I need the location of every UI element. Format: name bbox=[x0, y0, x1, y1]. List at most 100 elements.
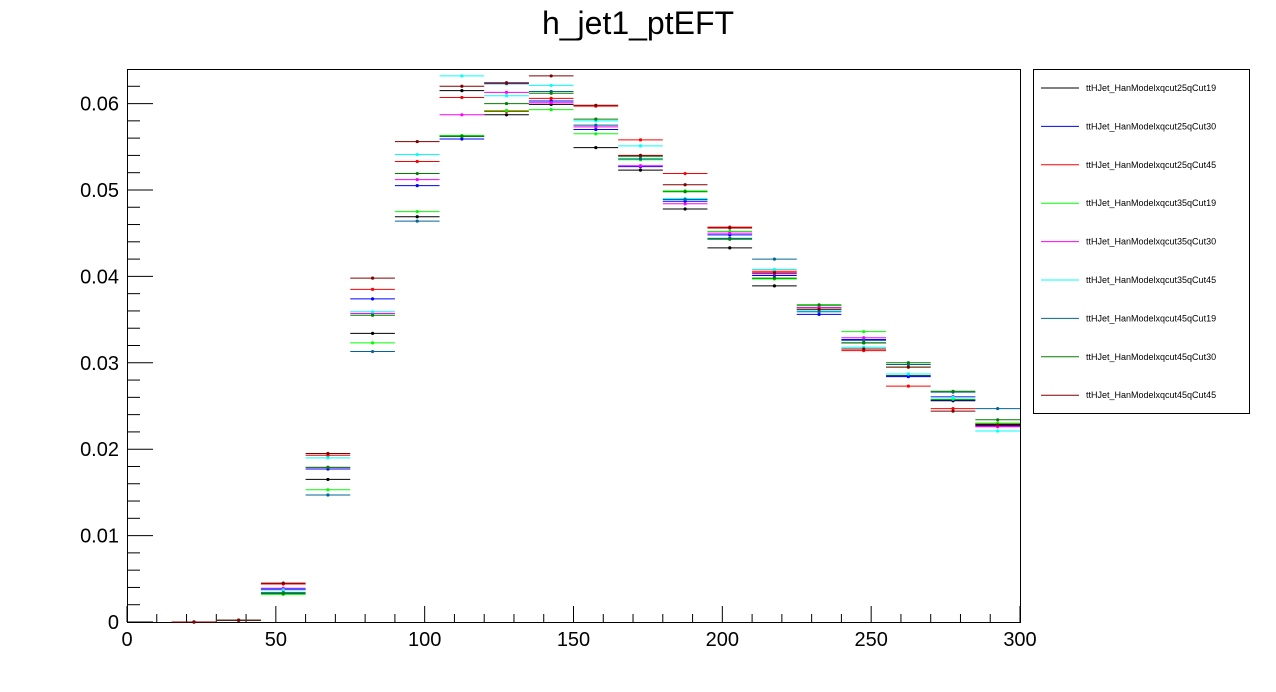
data-point bbox=[906, 372, 910, 376]
data-point bbox=[594, 146, 598, 150]
data-point bbox=[772, 271, 777, 275]
y-tick-label: 0.03 bbox=[80, 353, 119, 375]
data-point bbox=[728, 231, 732, 235]
data-point bbox=[192, 620, 196, 624]
data-point bbox=[728, 237, 732, 241]
data-point bbox=[504, 108, 509, 113]
data-point bbox=[638, 157, 643, 161]
data-point bbox=[772, 267, 777, 272]
data-point bbox=[237, 618, 241, 622]
data-point bbox=[594, 103, 598, 107]
data-point bbox=[772, 257, 777, 261]
data-point bbox=[906, 384, 910, 388]
data-point bbox=[638, 144, 643, 148]
data-point bbox=[862, 336, 866, 340]
series-6 bbox=[171, 74, 1020, 624]
data-point bbox=[281, 591, 285, 596]
data-point bbox=[460, 89, 464, 93]
data-point bbox=[772, 284, 777, 288]
data-point bbox=[326, 477, 330, 482]
data-point bbox=[862, 330, 866, 334]
data-point bbox=[370, 349, 375, 354]
series-5 bbox=[171, 90, 1020, 624]
data-point bbox=[951, 406, 955, 411]
data-point bbox=[683, 202, 687, 206]
data-point bbox=[415, 152, 419, 157]
data-point bbox=[996, 423, 1000, 427]
data-point bbox=[683, 207, 687, 211]
data-point bbox=[460, 113, 464, 117]
legend-label: ttHJet_HanModelxqcut35qCut30 bbox=[1086, 237, 1216, 247]
y-tick-label: 0.01 bbox=[80, 526, 119, 548]
x-tick-label: 50 bbox=[265, 629, 287, 651]
x-tick-label: 300 bbox=[1003, 629, 1036, 651]
x-axis: 0 50 100 150 200 250 300 bbox=[121, 606, 1037, 651]
data-point bbox=[549, 101, 553, 105]
data-point bbox=[683, 171, 687, 176]
data-point bbox=[415, 184, 419, 188]
data-point bbox=[504, 81, 509, 85]
data-point bbox=[415, 171, 419, 176]
data-point bbox=[817, 312, 821, 316]
data-point bbox=[862, 341, 866, 345]
x-tick-label: 100 bbox=[408, 629, 441, 651]
x-tick-label: 150 bbox=[557, 629, 590, 651]
data-point bbox=[460, 134, 464, 138]
data-point bbox=[906, 365, 910, 369]
data-point bbox=[415, 215, 419, 219]
data-point bbox=[996, 418, 1000, 422]
data-point bbox=[460, 95, 464, 100]
legend-label: ttHJet_HanModelxqcut25qCut45 bbox=[1086, 160, 1216, 170]
data-point bbox=[504, 101, 509, 106]
data-point bbox=[683, 190, 687, 194]
legend-label: ttHJet_HanModelxqcut25qCut30 bbox=[1086, 121, 1216, 131]
data-point bbox=[594, 127, 598, 132]
data-point bbox=[862, 347, 866, 351]
series-3 bbox=[171, 95, 1020, 624]
data-point bbox=[370, 287, 375, 291]
legend-label: ttHJet_HanModelxqcut25qCut19 bbox=[1086, 83, 1216, 93]
x-tick-label: 250 bbox=[854, 629, 887, 651]
chart-title: h_jet1_ptEFT bbox=[542, 5, 734, 41]
y-tick-label: 0.05 bbox=[80, 180, 119, 202]
series-1 bbox=[171, 89, 1020, 624]
data-point bbox=[549, 96, 553, 100]
data-point bbox=[817, 310, 821, 314]
y-tick-label: 0 bbox=[108, 612, 119, 634]
data-point bbox=[281, 581, 285, 585]
data-point bbox=[683, 197, 687, 202]
data-point bbox=[638, 153, 643, 158]
series-8 bbox=[171, 91, 1020, 624]
data-point bbox=[460, 74, 464, 78]
data-point bbox=[370, 276, 375, 280]
data-point bbox=[996, 406, 1000, 411]
y-tick-label: 0.06 bbox=[80, 94, 119, 116]
data-point bbox=[906, 361, 910, 365]
series-2 bbox=[171, 81, 1020, 624]
series-9 bbox=[171, 74, 1020, 624]
data-point bbox=[549, 83, 553, 88]
data-point bbox=[326, 488, 330, 492]
data-point bbox=[638, 164, 643, 168]
data-point bbox=[326, 451, 330, 456]
data-point bbox=[862, 338, 866, 342]
y-tick-label: 0.04 bbox=[80, 266, 119, 288]
data-point bbox=[996, 429, 1000, 433]
data-point bbox=[549, 91, 553, 95]
data-point bbox=[728, 226, 732, 230]
data-point bbox=[638, 138, 643, 142]
legend-label: ttHJet_HanModelxqcut35qCut19 bbox=[1086, 198, 1216, 208]
data-point bbox=[683, 183, 687, 187]
data-point bbox=[728, 246, 732, 250]
data-point bbox=[415, 219, 419, 223]
data-point bbox=[549, 74, 553, 78]
series-7 bbox=[171, 82, 1020, 624]
data-point bbox=[326, 465, 330, 469]
data-point bbox=[549, 108, 553, 112]
data-point bbox=[326, 456, 330, 460]
legend-label: ttHJet_HanModelxqcut45qCut45 bbox=[1086, 390, 1216, 400]
data-point bbox=[594, 123, 598, 127]
data-point bbox=[415, 209, 419, 214]
series-4 bbox=[171, 108, 1020, 624]
